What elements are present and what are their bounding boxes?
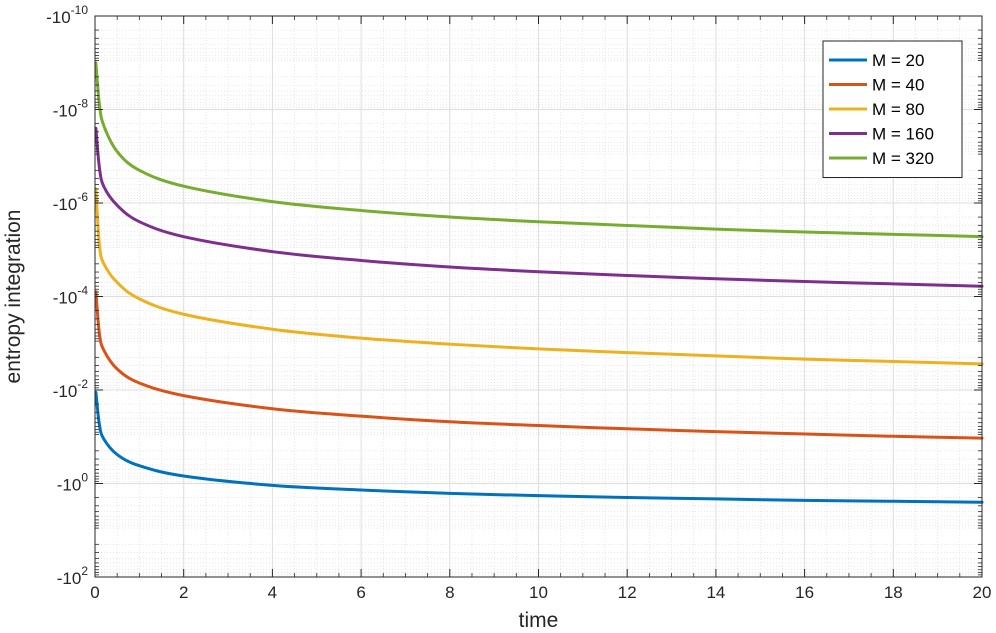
y-tick-label: -10-6 <box>53 190 89 214</box>
x-tick-label: 6 <box>356 583 365 602</box>
legend-label-5: M = 320 <box>872 149 934 168</box>
tick-layer: 0 2 4 6 8 10 12 14 16 18 20 -10-10 -10-8 -10-6 -10-4 -1… <box>46 3 991 602</box>
legend-label-1: M = 20 <box>872 51 924 70</box>
series-line-5 <box>94 61 984 239</box>
series-line-1 <box>94 390 984 504</box>
x-tick-label: 0 <box>90 583 99 602</box>
legend: M = 20 M = 40 M = 80 M = 160 M = 320 <box>822 40 963 178</box>
x-tick-label: 14 <box>706 583 725 602</box>
series-layer <box>94 61 984 504</box>
y-tick-label: -10-2 <box>53 377 89 401</box>
y-tick-label: -100 <box>57 471 89 495</box>
x-tick-label: 16 <box>795 583 814 602</box>
series-line-4 <box>94 126 984 288</box>
x-tick-label: 2 <box>179 583 188 602</box>
series-line-3 <box>94 187 984 366</box>
y-tick-label: -10-10 <box>46 3 88 27</box>
x-tick-label: 8 <box>445 583 454 602</box>
y-tick-label: -10-4 <box>53 284 89 308</box>
x-tick-label: 20 <box>973 583 992 602</box>
x-axis-title: time <box>519 609 559 632</box>
x-tick-label: 18 <box>884 583 903 602</box>
legend-label-4: M = 160 <box>872 125 934 144</box>
x-tick-label: 12 <box>618 583 637 602</box>
y-axis-title: entropy integration <box>2 210 25 384</box>
legend-label-2: M = 40 <box>872 76 924 95</box>
legend-label-3: M = 80 <box>872 100 924 119</box>
x-tick-label: 4 <box>268 583 277 602</box>
y-tick-label: -10-8 <box>53 97 89 121</box>
y-tick-label: -102 <box>57 564 89 588</box>
x-tick-label: 10 <box>529 583 548 602</box>
series-line-2 <box>94 290 984 440</box>
